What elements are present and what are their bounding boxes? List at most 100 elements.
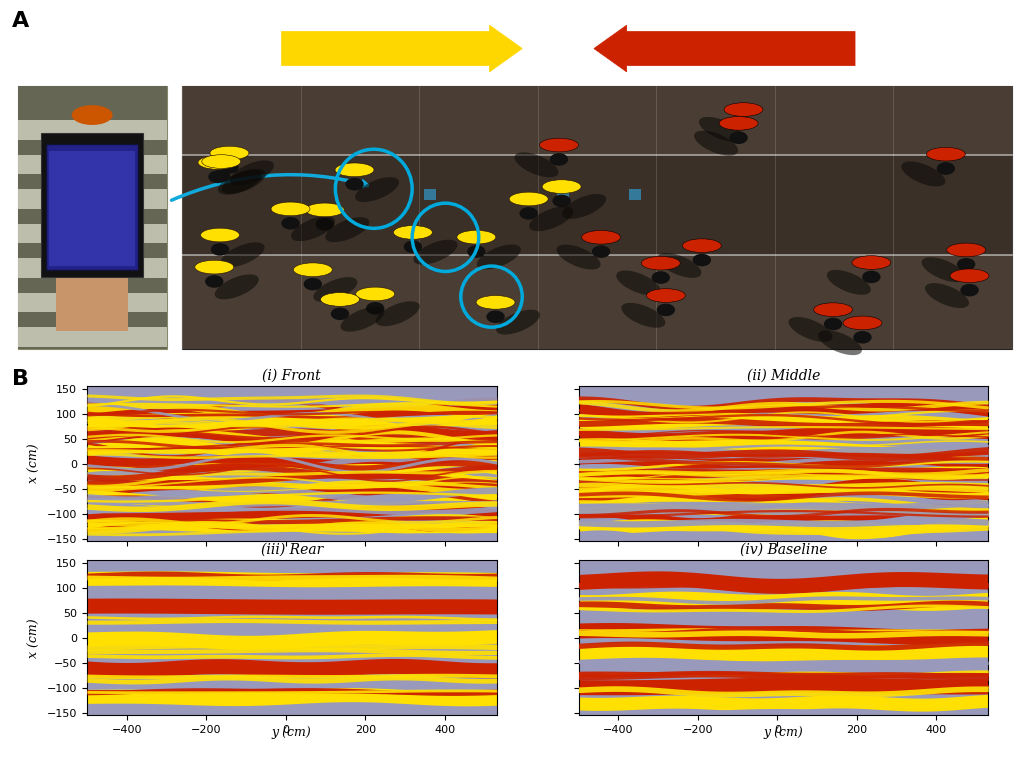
Text: (ii) Middle: (ii) Middle [746, 369, 820, 383]
Ellipse shape [824, 318, 843, 330]
Ellipse shape [486, 310, 505, 323]
Ellipse shape [853, 331, 871, 344]
Bar [557, 189, 569, 200]
Ellipse shape [220, 161, 239, 174]
Ellipse shape [72, 105, 113, 125]
Ellipse shape [220, 242, 264, 267]
Ellipse shape [326, 217, 370, 242]
Ellipse shape [222, 169, 266, 194]
Text: y (cm): y (cm) [764, 726, 803, 739]
Bar [18, 86, 167, 349]
Ellipse shape [552, 195, 570, 207]
Circle shape [202, 154, 241, 168]
Ellipse shape [514, 152, 558, 177]
Ellipse shape [862, 271, 881, 283]
Ellipse shape [550, 153, 568, 166]
Ellipse shape [734, 117, 753, 130]
Circle shape [641, 257, 680, 270]
Bar [424, 189, 436, 200]
Ellipse shape [211, 243, 229, 256]
Bar [18, 120, 167, 140]
Ellipse shape [313, 277, 357, 302]
Ellipse shape [729, 132, 748, 144]
Circle shape [814, 303, 853, 316]
Ellipse shape [961, 284, 979, 297]
Ellipse shape [622, 303, 666, 328]
Ellipse shape [345, 178, 364, 191]
Ellipse shape [556, 245, 600, 269]
Ellipse shape [477, 245, 521, 269]
Ellipse shape [212, 170, 230, 182]
Circle shape [457, 230, 496, 244]
Y-axis label: x (cm): x (cm) [29, 618, 41, 658]
Bar [18, 258, 167, 278]
Ellipse shape [304, 278, 323, 291]
Circle shape [927, 148, 966, 161]
Ellipse shape [205, 276, 223, 288]
Bar [18, 189, 167, 209]
Circle shape [321, 293, 359, 307]
Ellipse shape [366, 302, 384, 315]
Circle shape [195, 260, 233, 274]
Ellipse shape [282, 217, 300, 229]
Circle shape [646, 288, 685, 302]
Circle shape [305, 203, 344, 217]
Ellipse shape [230, 160, 274, 185]
Bar [182, 86, 1012, 154]
Y-axis label: x (cm): x (cm) [29, 444, 41, 484]
Ellipse shape [818, 330, 862, 355]
Ellipse shape [657, 253, 701, 278]
Bar [41, 133, 143, 277]
Ellipse shape [826, 269, 870, 294]
Ellipse shape [208, 170, 226, 183]
Ellipse shape [496, 310, 540, 335]
Circle shape [198, 156, 237, 170]
Ellipse shape [937, 162, 955, 175]
Text: y (cm): y (cm) [272, 726, 311, 739]
Circle shape [355, 287, 394, 301]
Circle shape [542, 179, 581, 194]
Ellipse shape [616, 270, 660, 295]
Ellipse shape [788, 317, 833, 342]
Ellipse shape [467, 245, 485, 258]
Bar [56, 205, 128, 331]
Circle shape [682, 238, 721, 253]
Ellipse shape [331, 307, 349, 320]
Ellipse shape [414, 240, 458, 265]
Ellipse shape [699, 117, 743, 142]
Ellipse shape [376, 301, 420, 326]
Circle shape [843, 316, 882, 330]
Ellipse shape [956, 258, 975, 270]
Bar [18, 293, 167, 313]
Ellipse shape [925, 283, 969, 308]
Circle shape [950, 269, 989, 282]
Ellipse shape [529, 207, 573, 231]
Bar [18, 154, 167, 174]
Bar [18, 223, 167, 244]
Bar [18, 86, 167, 349]
Bar [182, 86, 1012, 349]
Circle shape [946, 243, 985, 257]
Circle shape [201, 228, 240, 241]
Text: A: A [12, 11, 30, 31]
Ellipse shape [692, 254, 711, 266]
Ellipse shape [922, 257, 966, 282]
Ellipse shape [341, 307, 385, 332]
Circle shape [210, 146, 249, 160]
Ellipse shape [519, 207, 538, 220]
Text: B: B [12, 369, 30, 389]
Circle shape [294, 263, 333, 276]
Circle shape [271, 202, 310, 216]
Bar [182, 154, 1012, 255]
Circle shape [719, 117, 758, 130]
Ellipse shape [218, 170, 262, 195]
FancyArrow shape [282, 25, 522, 72]
Bar [182, 255, 1012, 349]
Bar [18, 327, 167, 347]
Text: (i) Front: (i) Front [262, 369, 322, 383]
Circle shape [476, 295, 515, 309]
Text: (iv) Baseline: (iv) Baseline [739, 544, 827, 557]
Circle shape [335, 163, 374, 176]
Bar [49, 151, 135, 266]
Ellipse shape [694, 131, 738, 156]
